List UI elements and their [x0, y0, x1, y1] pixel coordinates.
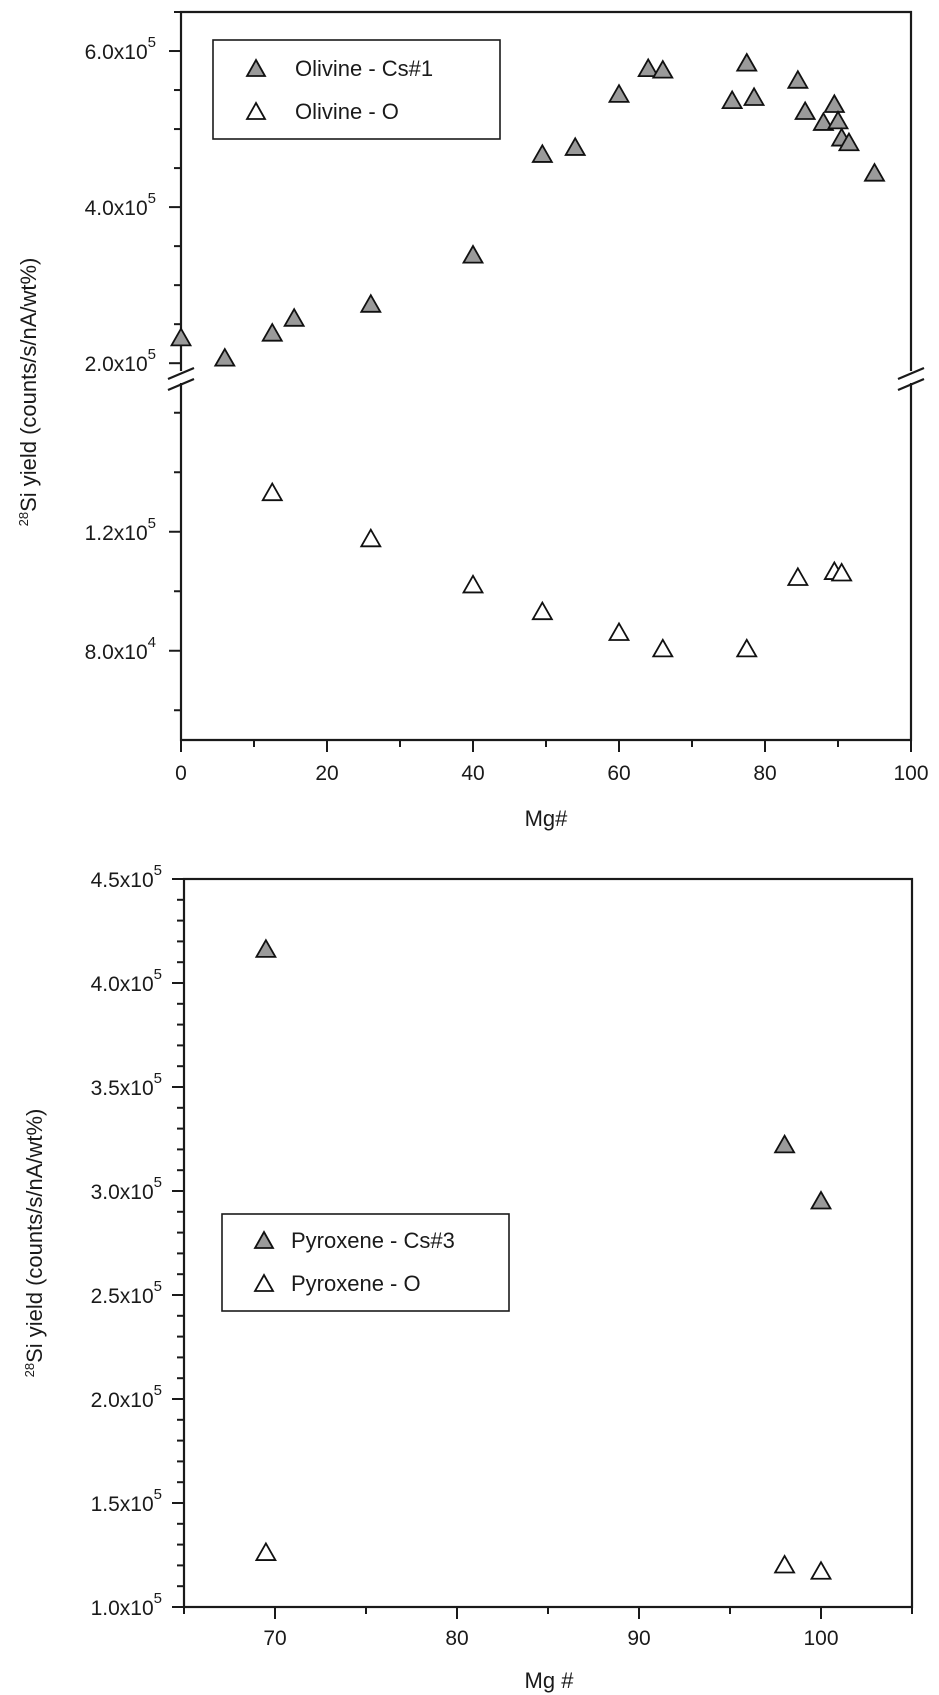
olivine-y-tick-label: 8.0x104: [85, 634, 156, 664]
pyroxene-x-tick-labels: 70 80 90 100: [263, 1627, 838, 1650]
olivine-axis-break-left: [167, 366, 195, 392]
olivine-cs-point: [794, 100, 817, 120]
olivine-o-point: [607, 621, 631, 641]
olivine-o-point: [261, 481, 284, 502]
olivine-cs-point: [283, 307, 306, 327]
olivine-chart: 0 20 40 60 80 100 6.0x105 4.0x105 2.0x105 1.2x10…: [16, 10, 929, 831]
olivine-cs-point: [863, 162, 886, 182]
pyroxene-y-tick-label: 3.0x105: [91, 1174, 162, 1204]
pyroxene-y-tick-label: 4.0x105: [91, 966, 162, 996]
pyroxene-points: [254, 938, 833, 1580]
pyroxene-y-tick-label: 1.5x105: [91, 1486, 162, 1516]
olivine-cs-point: [735, 52, 758, 72]
olivine-o-point: [786, 566, 809, 586]
olivine-cs-point: [564, 136, 587, 156]
olivine-x-axis-title: Mg#: [525, 806, 569, 831]
pyroxene-o-point: [809, 1560, 833, 1580]
olivine-x-tick-label: 20: [315, 762, 338, 785]
olivine-legend-label-o: Olivine - O: [295, 99, 399, 124]
pyroxene-y-tick-labels: 4.5x105 4.0x105 3.5x105 3.0x105 2.5x105 2.0x1…: [91, 862, 162, 1620]
olivine-x-tick-label: 0: [175, 762, 187, 785]
pyroxene-legend-filled-marker: [253, 1230, 275, 1249]
olivine-o-point: [735, 637, 758, 658]
pyroxene-legend-open-marker: [253, 1273, 275, 1292]
pyroxene-legend: Pyroxene - Cs#3 Pyroxene - O: [221, 1213, 510, 1312]
olivine-cs-point: [607, 83, 631, 103]
olivine-x-tick-labels: 0 20 40 60 80 100: [175, 762, 928, 785]
olivine-x-tick-label: 60: [607, 762, 630, 785]
pyroxene-y-tick-label: 1.0x105: [91, 1590, 162, 1620]
olivine-o-point: [830, 562, 853, 582]
olivine-cs-point: [837, 131, 861, 152]
pyroxene-y-axis-title-sup: 28: [22, 1363, 37, 1377]
olivine-cs-point: [359, 293, 382, 313]
olivine-cs-point: [826, 109, 850, 130]
olivine-cs-point: [461, 244, 485, 264]
olivine-y-axis-title: 28Si yield (counts/s/nA/wt%): [16, 258, 41, 527]
olivine-cs-point: [169, 326, 193, 347]
pyroxene-x-axis-title: Mg #: [525, 1668, 575, 1693]
olivine-axis-break-right: [897, 366, 925, 392]
pyroxene-chart: 70 80 90 100 4.5x105 4.0x105 3.5x105 3.0x105 2.…: [22, 862, 914, 1693]
pyroxene-legend-label-o: Pyroxene - O: [291, 1271, 421, 1296]
pyroxene-y-tick-label: 4.5x105: [91, 862, 162, 892]
olivine-cs-point: [823, 93, 846, 113]
pyroxene-y-tick-label: 2.0x105: [91, 1382, 162, 1412]
olivine-ticks: [169, 11, 912, 752]
olivine-y-tick-label: 4.0x105: [85, 190, 156, 220]
olivine-x-tick-label: 100: [893, 762, 928, 785]
olivine-cs-point: [721, 89, 744, 109]
pyroxene-cs-point: [254, 938, 277, 958]
pyroxene-ticks: [172, 878, 913, 1619]
olivine-y-tick-labels: 6.0x105 4.0x105 2.0x105 1.2x105 8.0x104: [85, 34, 156, 664]
olivine-points: [169, 52, 886, 658]
pyroxene-x-tick-label: 70: [263, 1627, 286, 1650]
olivine-cs-point: [812, 111, 835, 131]
pyroxene-legend-box: [221, 1213, 510, 1312]
pyroxene-x-tick-label: 100: [803, 1627, 838, 1650]
olivine-y-tick-label: 2.0x105: [85, 346, 156, 376]
olivine-o-point: [461, 573, 485, 594]
olivine-cs-point: [742, 86, 766, 106]
pyroxene-y-axis-title-main: Si yield (counts/s/nA/wt%): [22, 1109, 47, 1363]
pyroxene-y-tick-label: 3.5x105: [91, 1070, 162, 1100]
olivine-legend-filled-marker: [245, 58, 267, 77]
olivine-y-tick-label: 6.0x105: [85, 34, 156, 64]
pyroxene-o-point: [254, 1541, 277, 1561]
olivine-cs-point: [637, 57, 660, 77]
pyroxene-cs-point: [809, 1190, 833, 1210]
olivine-o-point: [359, 527, 382, 548]
pyroxene-cs-point: [773, 1133, 796, 1154]
olivine-x-tick-label: 40: [461, 762, 484, 785]
pyroxene-x-tick-label: 80: [445, 1627, 468, 1650]
olivine-y-axis-title-sup: 28: [16, 512, 31, 526]
olivine-cs-point: [786, 69, 809, 89]
olivine-o-point: [531, 600, 554, 621]
olivine-o-point: [651, 637, 674, 658]
pyroxene-x-tick-label: 90: [627, 1627, 650, 1650]
olivine-cs-point: [261, 322, 284, 342]
pyroxene-y-axis-title: 28Si yield (counts/s/nA/wt%): [22, 1109, 47, 1378]
olivine-legend: Olivine - Cs#1 Olivine - O: [212, 39, 501, 140]
olivine-y-axis-title-main: Si yield (counts/s/nA/wt%): [16, 258, 41, 512]
olivine-legend-open-marker: [245, 101, 267, 120]
olivine-x-tick-label: 80: [753, 762, 776, 785]
pyroxene-o-point: [773, 1554, 796, 1574]
olivine-cs-point: [531, 143, 554, 163]
pyroxene-y-tick-label: 2.5x105: [91, 1278, 162, 1308]
olivine-cs-point: [213, 347, 236, 367]
olivine-legend-label-cs: Olivine - Cs#1: [295, 56, 433, 81]
olivine-y-tick-label: 1.2x105: [85, 515, 156, 545]
pyroxene-legend-label-cs: Pyroxene - Cs#3: [291, 1228, 455, 1253]
olivine-legend-box: [212, 39, 501, 140]
olivine-cs-point: [651, 59, 674, 79]
